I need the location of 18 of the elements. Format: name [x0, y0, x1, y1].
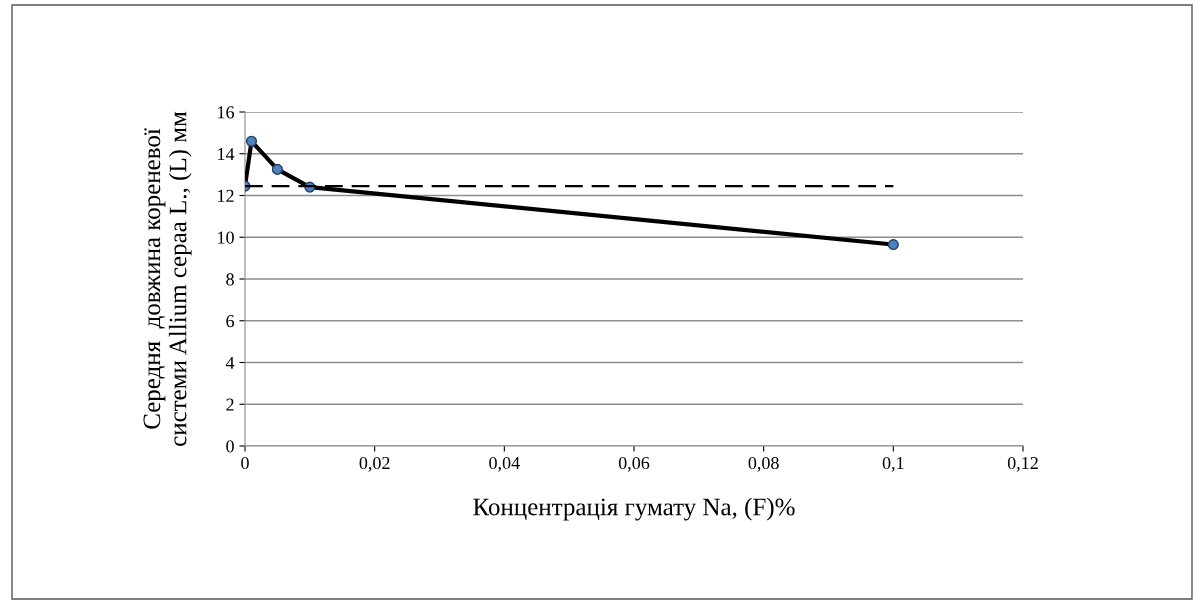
y-axis-title: Середня довжина кореневої системи Allium cepaa L., (L) мм: [143, 111, 192, 446]
x-tick-label: 0,12: [1007, 456, 1038, 472]
x-tick-label: 0,08: [748, 456, 779, 472]
y-tick-label: 14: [218, 148, 235, 161]
y-tick-label: 4: [225, 356, 235, 369]
x-tick-label: 0,02: [359, 456, 390, 472]
y-tick-label: 12: [218, 189, 234, 202]
x-tick-label: 0,04: [489, 456, 520, 472]
x-axis-title: Концентрація гумату Na, (F)%: [473, 497, 795, 521]
x-tick-label: 0,06: [618, 456, 650, 472]
y-tick-label: 16: [218, 106, 235, 119]
y-tick-label: 2: [226, 398, 234, 411]
x-tick-label: 0,1: [882, 456, 904, 472]
x-tick-label: 0: [241, 456, 249, 470]
y-tick-label: 8: [226, 273, 234, 286]
y-tick-label: 0: [226, 440, 234, 453]
y-tick-label: 10: [218, 231, 234, 244]
y-tick-label: 6: [226, 315, 235, 328]
